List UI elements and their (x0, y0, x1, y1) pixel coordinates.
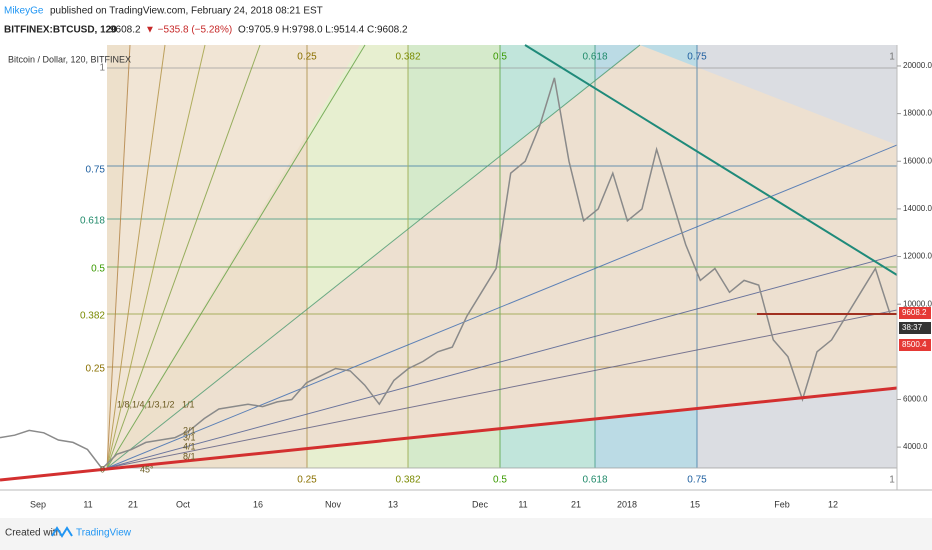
fan-line (106, 44, 131, 469)
fib-time-label: 0.618 (582, 52, 607, 63)
zone (408, 45, 500, 468)
x-tick-label: Sep (30, 499, 46, 509)
x-tick-label: 12 (828, 499, 838, 509)
fib-time-label: 0.382 (395, 475, 420, 486)
x-tick-label: 21 (571, 499, 581, 509)
price-tag-bg (899, 339, 931, 351)
fib-time-label: 0.75 (687, 475, 707, 486)
header: MikeyGe published on TradingView.com, Fe… (4, 6, 408, 36)
price-tag: 38:37 (902, 323, 923, 332)
zone (595, 45, 697, 468)
x-tick-label: Feb (774, 499, 790, 509)
fib-price-label: 0.382 (80, 311, 105, 322)
fan-label: 1/8,1/4,1/3,1/2 (117, 399, 175, 409)
fib-time-label: 0.25 (297, 52, 317, 63)
created: Created with (5, 528, 61, 539)
fan-line (106, 144, 898, 469)
fib-price-label: 0.618 (80, 216, 105, 227)
y-tick-label: 16000.0 (903, 156, 932, 165)
fib-time-label: 0.382 (395, 52, 420, 63)
x-tick-label: 11 (83, 499, 92, 509)
fan-line (106, 44, 166, 469)
fan-fill (107, 45, 360, 468)
y-tick-label: 14000.0 (903, 204, 932, 213)
ohlc: O:9705.9 H:9798.0 L:9514.4 C:9608.2 (238, 25, 408, 36)
symbol: BITFINEX:BTCUSD, 120 (4, 25, 117, 36)
published: published on TradingView.com, February 2… (50, 6, 323, 17)
fan-label: 0 (100, 464, 105, 474)
y-tick-label: 20000.0 (903, 61, 932, 70)
x-tick-label: 15 (690, 499, 700, 509)
footer-bg (0, 518, 932, 550)
fib-time-label: 0.75 (687, 52, 707, 63)
y-tick-label: 4000.0 (903, 442, 928, 451)
y-tick-label: 12000.0 (903, 252, 932, 261)
fan-line (106, 44, 206, 469)
x-tick-label: Dec (472, 499, 489, 509)
fan-line (106, 309, 898, 469)
y-tick-label: 6000.0 (903, 395, 928, 404)
plot (0, 77, 891, 470)
price-tag: 8500.4 (902, 340, 927, 349)
fib-time-label: 1 (889, 475, 895, 486)
fan-line (106, 44, 366, 469)
fib-price-label: 0.5 (91, 264, 105, 275)
x-tick-label: 13 (388, 499, 398, 509)
price-tag: 9608.2 (902, 308, 927, 317)
x-tick-label: 16 (253, 499, 263, 509)
fib-time-label: 0.25 (297, 475, 317, 486)
price-tag-bg (899, 322, 931, 334)
x-tick-label: 2018 (617, 499, 637, 509)
fan-line (106, 44, 641, 469)
footer: Created with TradingView (0, 518, 932, 550)
zone (307, 45, 408, 468)
fan-line (106, 254, 898, 469)
chart-title: Bitcoin / Dollar, 120, BITFINEX (8, 54, 131, 64)
trend-line (524, 44, 898, 276)
last: 9608.2 (110, 25, 141, 36)
brand[interactable]: TradingView (76, 528, 132, 539)
x-tick-label: 11 (518, 499, 527, 509)
fan-label: 45° (140, 464, 154, 474)
logo (51, 526, 73, 538)
fib-time-label: 1 (889, 52, 895, 63)
fan-label: 2/1 (183, 425, 196, 435)
fib-price-label: 1 (99, 63, 105, 74)
fan-line (106, 44, 261, 469)
fan-label: 4/1 (183, 441, 196, 451)
x-tick-label: Oct (176, 499, 191, 509)
y-tick-label: 10000.0 (903, 299, 932, 308)
y-tick-label: 18000.0 (903, 109, 932, 118)
fan-lines (106, 44, 898, 469)
x-tick-label: Nov (325, 499, 342, 509)
author[interactable]: MikeyGe (4, 6, 44, 17)
fib-zones (107, 45, 897, 468)
change: ▼ −535.8 (−5.28%) (145, 25, 232, 36)
fib-time-label: 0.618 (582, 475, 607, 486)
fib-price-label: 0.75 (86, 165, 106, 176)
fib-price-label: 0.25 (86, 364, 106, 375)
zone (500, 45, 595, 468)
fan-label: 1/1 (182, 399, 195, 409)
x-tick-label: 21 (128, 499, 138, 509)
fib-time-label: 0.5 (493, 475, 507, 486)
zone (107, 45, 307, 468)
fan-label: 3/1 (183, 432, 196, 442)
price-line (0, 77, 891, 470)
price-tag-bg (899, 307, 931, 319)
fan-label: 8/1 (183, 451, 196, 461)
fib-time-label: 0.5 (493, 52, 507, 63)
trend-line (0, 386, 898, 482)
fan-fill (107, 45, 897, 468)
